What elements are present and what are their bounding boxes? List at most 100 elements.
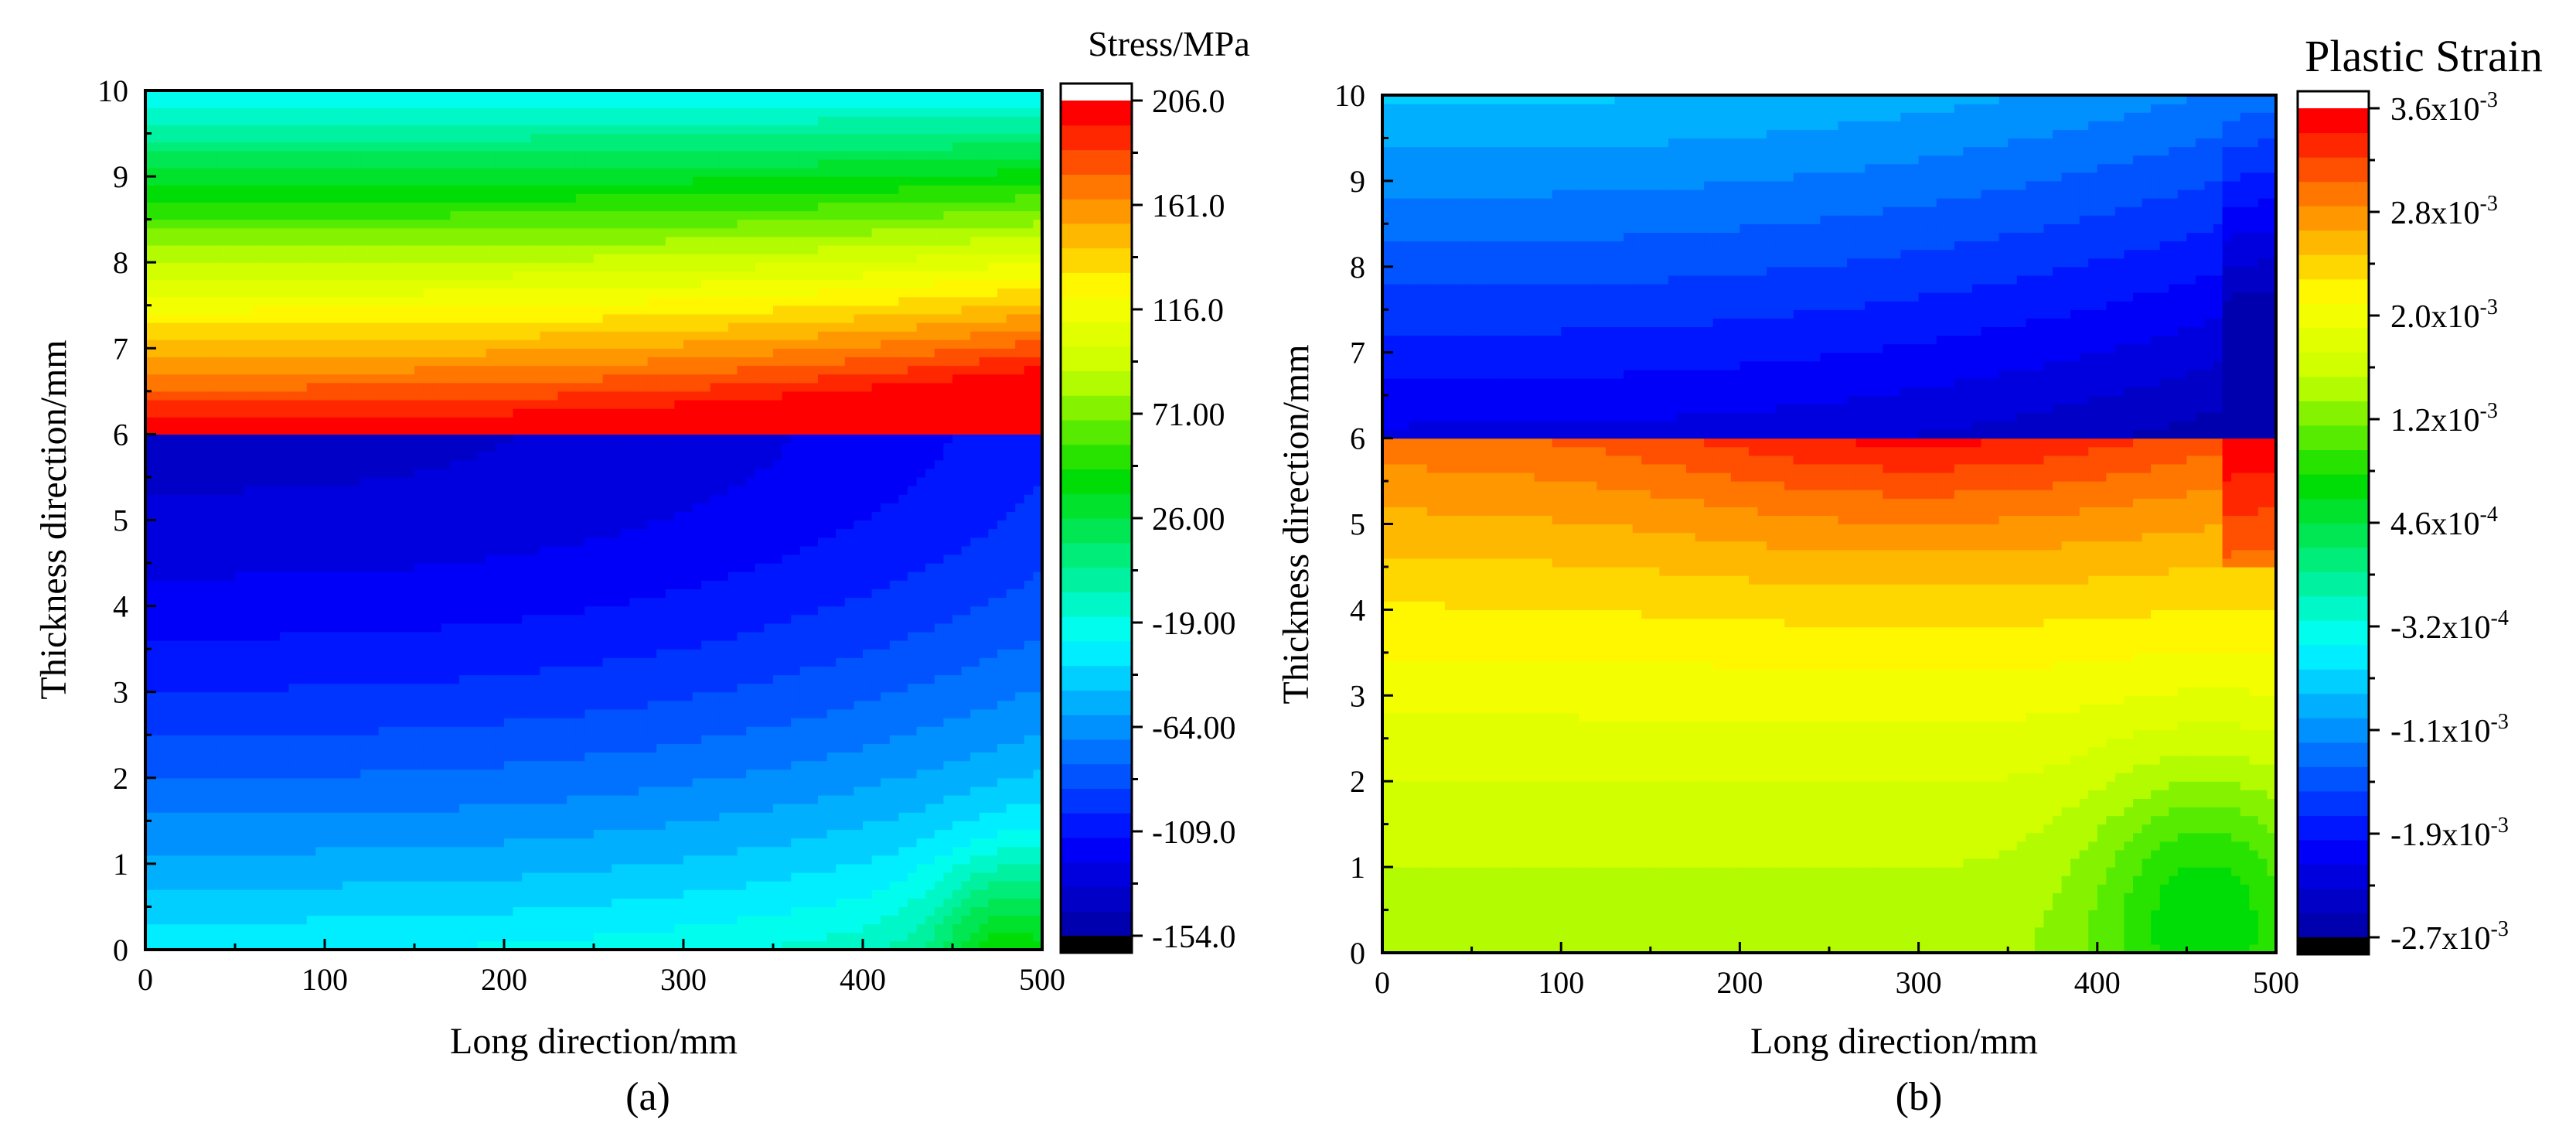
colorbar-band (2298, 815, 2369, 841)
y-tick-label: 2 (1350, 764, 1365, 799)
x-axis-title-b: Long direction/mm (1750, 1021, 2038, 1062)
colorbar-tick-label: 206.0 (1152, 84, 1225, 120)
colorbar-band (2298, 254, 2369, 280)
y-tick-label: 8 (1350, 250, 1365, 285)
colorbar-tick-label: -19.00 (1152, 606, 1236, 642)
y-tick-label: 10 (97, 73, 128, 108)
colorbar-band (1061, 739, 1132, 765)
colorbar-band (1061, 370, 1132, 396)
colorbar-band (1061, 346, 1132, 372)
colorbar-band (1061, 763, 1132, 790)
colorbar-band (2298, 132, 2369, 158)
colorbar-tick-label: -3.2x10-4 (2390, 606, 2509, 646)
y-tick-label: 8 (113, 245, 128, 280)
colorbar-band (1061, 640, 1132, 667)
colorbar-band (2298, 425, 2369, 451)
colorbar-band (1061, 101, 1132, 126)
colorbar-band (1061, 493, 1132, 519)
colorbar-band (1061, 321, 1132, 347)
colorbar-band (1061, 567, 1132, 592)
axes-a: 0 100 200 300 400 500 0 1 2 3 4 5 6 7 8 9 10 (97, 73, 1065, 997)
colorbar-tick-label: 2.8x10-3 (2390, 192, 2498, 231)
colorbar-band (1061, 592, 1132, 617)
colorbar-band (1061, 199, 1132, 224)
y-tick-label: 7 (1350, 336, 1365, 370)
plastic-strain-contour-plot (1382, 95, 2276, 953)
colorbar-tick-label: 71.00 (1152, 397, 1225, 433)
colorbar-band (1061, 223, 1132, 249)
colorbar-band (2298, 839, 2369, 865)
colorbar-tick-label: -2.7x10-3 (2390, 917, 2509, 957)
colorbar-band (2298, 108, 2369, 134)
colorbar-tick-label: 1.2x10-3 (2390, 399, 2498, 438)
colorbar-band (1061, 837, 1132, 863)
x-tick-label: 200 (481, 962, 527, 997)
colorbar-band (2298, 572, 2369, 597)
colorbar-band (1061, 911, 1132, 937)
x-tick-label: 100 (1538, 965, 1584, 1000)
panel-label-a: (a) (625, 1075, 670, 1119)
colorbar-over-swatch (2298, 91, 2369, 108)
colorbar-band (1061, 813, 1132, 838)
x-tick-label: 500 (1019, 962, 1065, 997)
y-tick-label: 3 (113, 675, 128, 710)
colorbar-band (2298, 352, 2369, 377)
y-tick-label: 3 (1350, 678, 1365, 713)
colorbar-under-swatch (1061, 936, 1132, 953)
x-tick-label: 300 (1896, 965, 1942, 1000)
x-tick-label: 200 (1716, 965, 1763, 1000)
y-tick-label: 1 (1350, 850, 1365, 885)
colorbar-band (1061, 272, 1132, 298)
x-tick-label: 500 (2253, 965, 2299, 1000)
colorbar-band (2298, 693, 2369, 718)
colorbar-band (2298, 230, 2369, 255)
y-tick-label: 2 (113, 761, 128, 796)
colorbar-band (2298, 864, 2369, 889)
colorbar-band (1061, 395, 1132, 421)
colorbar-band (2298, 449, 2369, 475)
colorbar-tick-label: -1.9x10-3 (2390, 814, 2509, 853)
x-axis-title-a: Long direction/mm (450, 1021, 738, 1062)
x-tick-label: 0 (138, 962, 153, 997)
x-tick-label: 400 (2074, 965, 2121, 1000)
panel-a: 0 100 200 300 400 500 0 1 2 3 4 5 6 7 8 9 10 206.0 161.0 1… (33, 24, 1250, 1119)
colorbar-tick-label: 3.6x10-3 (2390, 88, 2498, 128)
axes-b: 0 100 200 300 400 500 0 1 2 3 4 5 6 7 8 9 10 (1334, 78, 2299, 1000)
y-tick-label: 4 (113, 589, 128, 624)
stress-contour-plot (145, 90, 1042, 950)
colorbar-band (2298, 401, 2369, 426)
colorbar-band (2298, 181, 2369, 206)
y-tick-label: 0 (113, 933, 128, 967)
colorbar-band (1061, 419, 1132, 445)
colorbar-band (1061, 518, 1132, 544)
colorbar-band (2298, 206, 2369, 231)
colorbar-tick-label: 26.00 (1152, 502, 1225, 537)
colorbar-band (1061, 444, 1132, 470)
y-tick-label: 7 (113, 331, 128, 366)
panel-label-b: (b) (1896, 1075, 1943, 1119)
colorbar-band (1061, 174, 1132, 200)
y-axis-title-a: Thickness direction/mm (33, 339, 74, 699)
y-tick-label: 6 (1350, 421, 1365, 456)
colorbar-band (1061, 247, 1132, 273)
y-tick-label: 10 (1334, 78, 1365, 113)
colorbar-tick-label: -109.0 (1152, 815, 1236, 851)
colorbar-band (2298, 376, 2369, 401)
colorbar-tick-label: -64.00 (1152, 711, 1236, 746)
colorbar-band (2298, 718, 2369, 743)
colorbar-tick-label: -154.0 (1152, 920, 1236, 955)
colorbar-band (2298, 620, 2369, 646)
colorbar-over-swatch (1061, 84, 1132, 101)
colorbar-band (1061, 886, 1132, 912)
colorbar-under-swatch (2298, 937, 2369, 954)
colorbar-band (2298, 669, 2369, 694)
colorbar-band (1061, 715, 1132, 740)
x-tick-label: 300 (660, 962, 707, 997)
y-tick-label: 9 (113, 159, 128, 194)
y-tick-label: 9 (1350, 164, 1365, 199)
colorbar-band (2298, 913, 2369, 938)
colorbar-band (1061, 149, 1132, 175)
colorbar-band (2298, 547, 2369, 572)
y-tick-label: 0 (1350, 936, 1365, 971)
colorbar-band (1061, 788, 1132, 814)
